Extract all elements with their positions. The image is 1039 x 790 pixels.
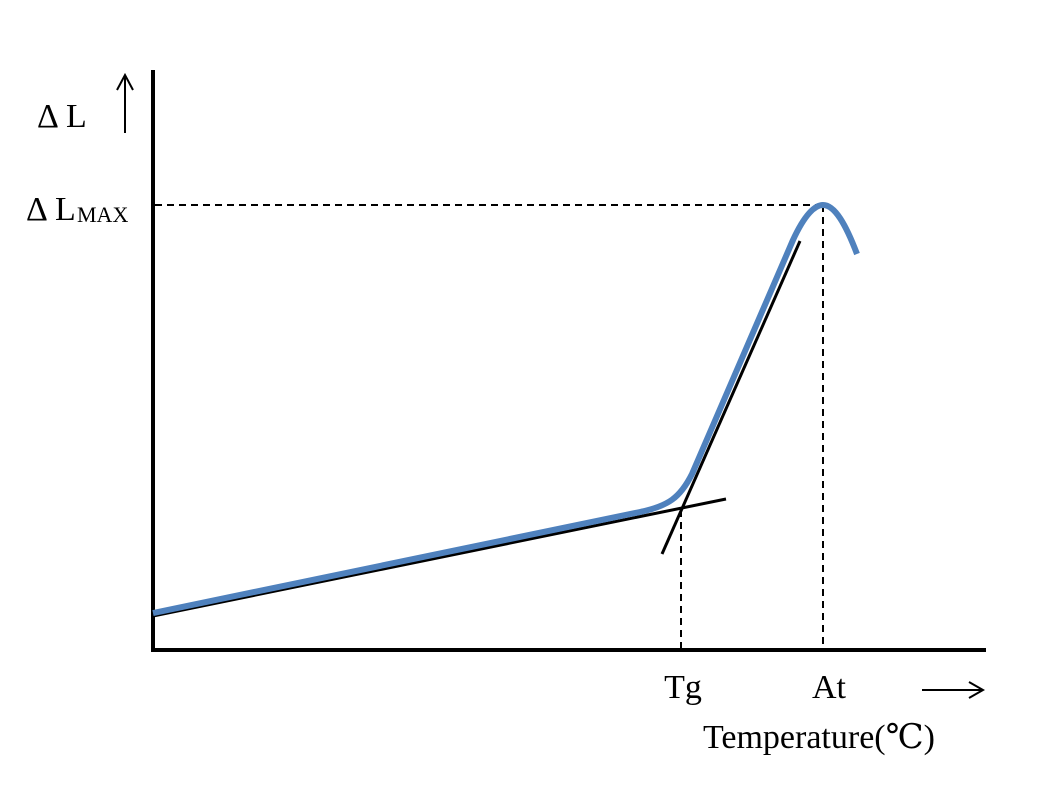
at-label: At bbox=[812, 669, 847, 706]
expansion-curve bbox=[152, 202, 860, 616]
x-axis-arrow bbox=[922, 681, 986, 699]
y-axis-label-delta: Δ bbox=[37, 98, 59, 135]
y-axis-arrow bbox=[116, 72, 134, 133]
y-axis-label-l: L bbox=[66, 98, 87, 135]
glassy-tangent-line bbox=[152, 497, 727, 618]
rubbery-tangent-line bbox=[660, 240, 802, 555]
max-label-l: L bbox=[55, 191, 76, 228]
tg-label: Tg bbox=[664, 669, 702, 706]
x-axis-title: Temperature(℃) bbox=[703, 719, 935, 756]
max-label-delta: Δ bbox=[26, 191, 48, 228]
max-label-subscript: MAX bbox=[77, 202, 128, 227]
